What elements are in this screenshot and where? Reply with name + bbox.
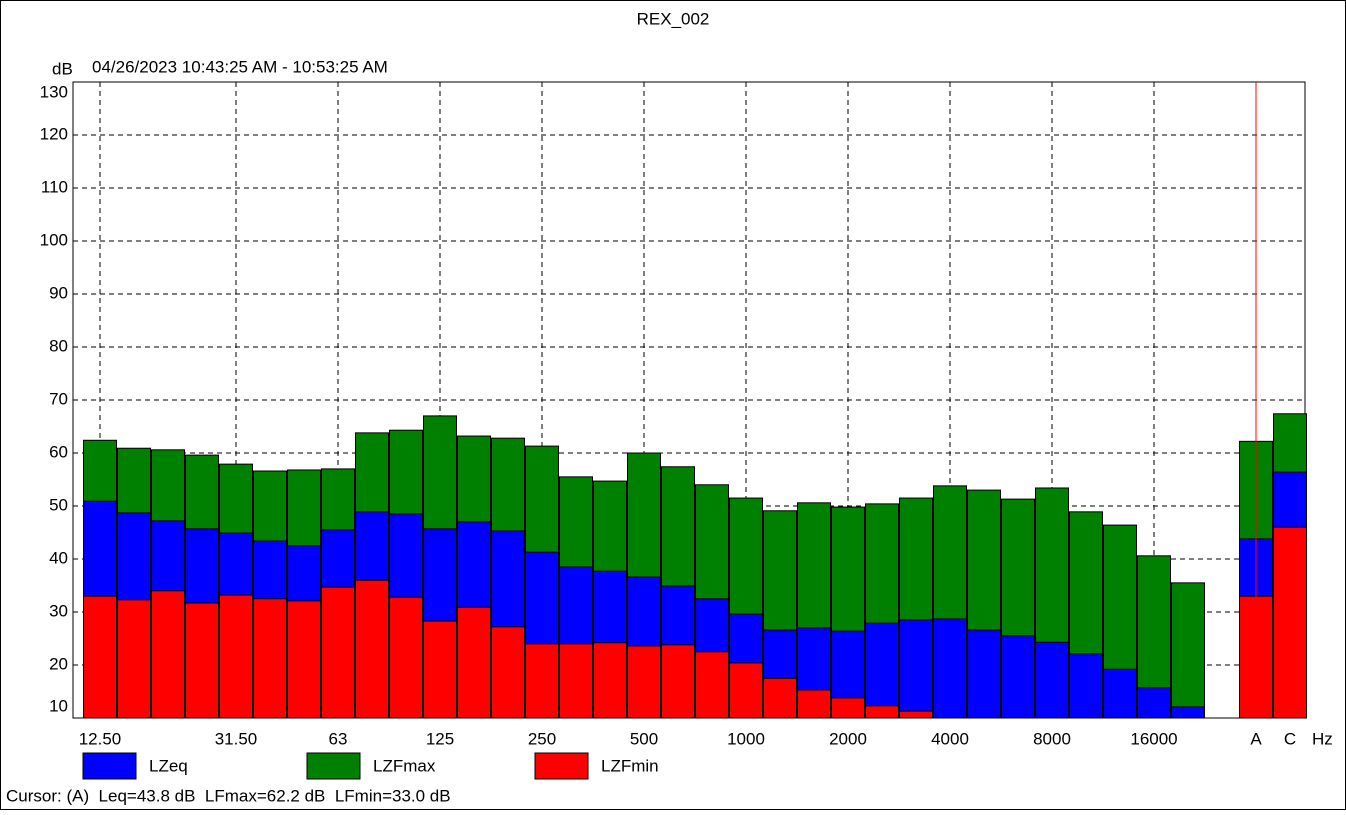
bar bbox=[763, 677, 797, 719]
legend-swatch bbox=[306, 752, 361, 780]
bar bbox=[219, 594, 253, 719]
bar bbox=[491, 626, 525, 719]
bar bbox=[933, 618, 967, 719]
bar bbox=[695, 651, 729, 719]
y-tick-label: 20 bbox=[49, 654, 68, 673]
y-tick-label: 60 bbox=[49, 442, 68, 461]
bar bbox=[865, 705, 899, 719]
legend-swatch bbox=[82, 752, 137, 780]
legend-label: LZeq bbox=[149, 756, 188, 775]
bar bbox=[1171, 582, 1205, 719]
bar bbox=[1035, 641, 1069, 719]
legend-label: LZFmax bbox=[373, 756, 436, 775]
x-tick-label: C bbox=[1284, 729, 1296, 748]
bar bbox=[83, 595, 117, 719]
bar bbox=[1103, 668, 1137, 719]
bar bbox=[1001, 635, 1035, 719]
bar bbox=[287, 600, 321, 719]
bar bbox=[593, 642, 627, 719]
bar bbox=[1171, 706, 1205, 719]
y-tick-label: 110 bbox=[41, 177, 68, 196]
bar bbox=[899, 710, 933, 719]
legend-swatch bbox=[534, 752, 589, 780]
x-tick-label: 12.50 bbox=[79, 729, 122, 748]
y-tick-label: 30 bbox=[49, 601, 68, 620]
bar bbox=[423, 620, 457, 719]
bar bbox=[831, 697, 865, 719]
bar bbox=[321, 586, 355, 719]
chart-title: REX_002 bbox=[637, 9, 710, 28]
x-tick-label: 125 bbox=[426, 729, 454, 748]
x-tick-label: 16000 bbox=[1130, 729, 1177, 748]
y-tick-label: 100 bbox=[40, 230, 68, 249]
x-tick-label: 500 bbox=[630, 729, 658, 748]
x-tick-label: 63 bbox=[329, 729, 348, 748]
y-axis-label: dB bbox=[52, 59, 73, 78]
bar bbox=[627, 645, 661, 719]
bar bbox=[559, 643, 593, 719]
y-tick-label: 40 bbox=[49, 548, 68, 567]
y-tick-label: 80 bbox=[49, 336, 68, 355]
x-axis-label: Hz bbox=[1312, 729, 1333, 748]
x-tick-label: 250 bbox=[528, 729, 556, 748]
bar bbox=[1273, 526, 1307, 719]
cursor-readout: Cursor: (A) Leq=43.8 dB LFmax=62.2 dB LF… bbox=[6, 786, 451, 805]
y-tick-label: 130 bbox=[40, 82, 68, 101]
y-tick-label: 90 bbox=[49, 283, 68, 302]
y-tick-label: 50 bbox=[49, 495, 68, 514]
subtitle: 04/26/2023 10:43:25 AM - 10:53:25 AM bbox=[92, 57, 388, 76]
y-tick-label: 120 bbox=[40, 124, 68, 143]
x-tick-label: A bbox=[1250, 729, 1262, 748]
bar bbox=[525, 643, 559, 719]
bar bbox=[865, 622, 899, 719]
bar bbox=[389, 596, 423, 719]
y-tick-label: 70 bbox=[49, 389, 68, 408]
bar bbox=[457, 606, 491, 719]
x-tick-label: 2000 bbox=[829, 729, 867, 748]
bar bbox=[1069, 653, 1103, 719]
legend-label: LZFmin bbox=[601, 756, 659, 775]
bar bbox=[151, 590, 185, 719]
bar bbox=[729, 662, 763, 719]
bar bbox=[117, 599, 151, 719]
bar bbox=[185, 602, 219, 719]
x-tick-label: 4000 bbox=[931, 729, 969, 748]
x-tick-label: 8000 bbox=[1033, 729, 1071, 748]
bar bbox=[355, 579, 389, 719]
bar bbox=[967, 629, 1001, 719]
bar bbox=[661, 644, 695, 719]
bar bbox=[797, 689, 831, 719]
y-tick-label: 10 bbox=[49, 696, 68, 715]
bar bbox=[1137, 687, 1171, 719]
x-tick-label: 1000 bbox=[727, 729, 765, 748]
bar bbox=[253, 598, 287, 719]
bar bbox=[899, 619, 933, 719]
x-tick-label: 31.50 bbox=[215, 729, 258, 748]
